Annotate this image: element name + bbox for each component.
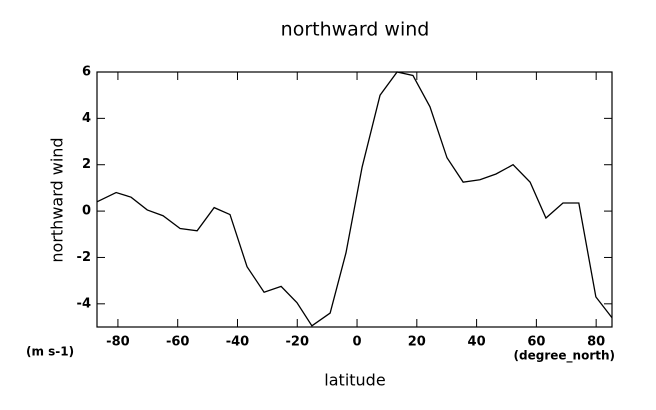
x-tick-label: 0: [353, 335, 362, 350]
data-line: [96, 71, 613, 327]
x-axis-label: latitude: [324, 371, 385, 390]
y-tick-label: 2: [82, 157, 91, 172]
y-axis-label: northward wind: [48, 137, 67, 262]
y-tick-label: 6: [82, 65, 91, 80]
y-unit: (m s-1): [26, 345, 74, 359]
y-tick-label: -2: [77, 250, 91, 265]
x-tick-label: -60: [166, 335, 190, 350]
y-tick-label: 0: [82, 204, 91, 219]
x-tick-label: 80: [587, 335, 605, 350]
x-tick-label: 40: [468, 335, 486, 350]
x-tick-label: -40: [226, 335, 250, 350]
y-tick-label: -4: [77, 296, 91, 311]
x-tick-label: -80: [106, 335, 130, 350]
x-tick-label: 60: [527, 335, 545, 350]
y-tick-label: 4: [82, 111, 91, 126]
x-unit: (degree_north): [514, 349, 615, 364]
chart-title: northward wind: [281, 19, 430, 41]
plot-frame: [96, 71, 613, 328]
x-tick-label: -20: [286, 335, 310, 350]
x-tick-label: 20: [408, 335, 426, 350]
